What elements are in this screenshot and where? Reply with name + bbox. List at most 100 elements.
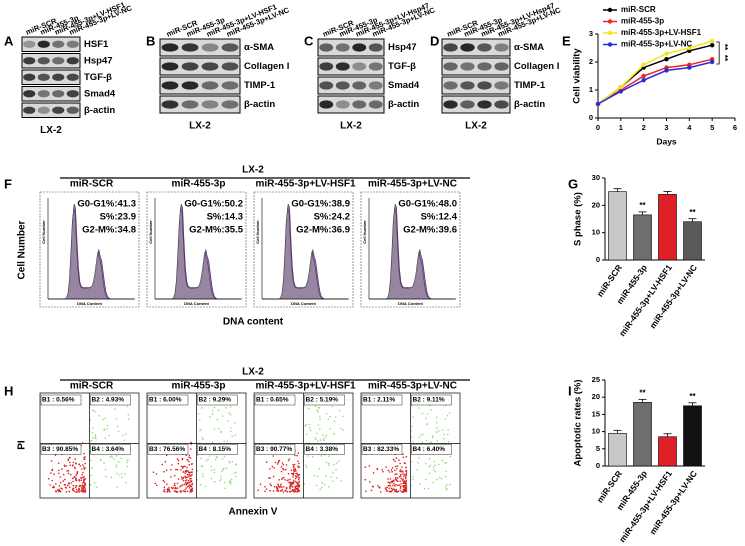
- event-dot: [289, 486, 291, 489]
- event-dot: [400, 491, 403, 493]
- event-dot: [327, 418, 330, 421]
- event-dot: [82, 476, 84, 479]
- event-dot: [399, 480, 402, 483]
- event-dot: [223, 455, 226, 458]
- event-dot: [331, 405, 333, 408]
- phase-percent: S%:24.2: [314, 212, 350, 223]
- event-dot: [333, 420, 336, 423]
- event-dot: [190, 488, 193, 491]
- blot-band: [319, 100, 334, 109]
- event-dot: [400, 470, 403, 473]
- event-dot: [94, 436, 97, 438]
- panel-letter: A: [4, 33, 14, 48]
- sample-name: miR-455-3p+LV-HSF1: [255, 381, 356, 392]
- event-dot: [311, 455, 314, 458]
- event-dot: [210, 469, 213, 471]
- event-dot: [207, 458, 209, 460]
- event-dot: [287, 473, 290, 475]
- phase-percent: G0-G1%:50.2: [184, 199, 243, 210]
- event-dot: [76, 471, 79, 473]
- event-dot: [213, 468, 216, 471]
- event-dot: [273, 485, 276, 488]
- event-dot: [115, 418, 118, 420]
- blot-strip: [317, 38, 385, 57]
- event-dot: [199, 483, 202, 486]
- event-dot: [269, 468, 271, 470]
- event-dot: [429, 464, 432, 467]
- event-dot: [230, 430, 232, 433]
- event-dot: [365, 490, 367, 493]
- event-dot: [64, 478, 66, 481]
- event-dot: [201, 473, 204, 475]
- event-dot: [447, 429, 449, 431]
- event-dot: [281, 490, 283, 492]
- event-dot: [275, 487, 278, 489]
- event-dot: [122, 434, 124, 437]
- event-dot: [400, 483, 402, 485]
- protein-label: β-actin: [244, 99, 275, 110]
- event-dot: [401, 466, 403, 468]
- event-dot: [188, 473, 190, 476]
- event-dot: [402, 485, 405, 488]
- event-dot: [84, 488, 87, 490]
- y-axis-label: Cell Number: [17, 220, 28, 279]
- event-dot: [72, 461, 75, 464]
- event-dot: [294, 467, 296, 470]
- event-dot: [394, 485, 396, 487]
- event-dot: [75, 462, 77, 465]
- event-dot: [74, 467, 76, 470]
- event-dot: [395, 473, 398, 475]
- event-dot: [443, 437, 445, 440]
- event-dot: [47, 477, 50, 480]
- event-dot: [116, 425, 119, 428]
- event-dot: [66, 470, 68, 472]
- event-dot: [338, 460, 340, 462]
- event-dot: [405, 470, 407, 472]
- quadrant-percent: B3 : 90.85%: [42, 446, 78, 453]
- event-dot: [279, 486, 281, 489]
- blot-strip: [21, 102, 81, 118]
- event-dot: [211, 410, 214, 412]
- event-dot: [388, 471, 391, 473]
- event-dot: [64, 486, 67, 489]
- event-dot: [72, 484, 75, 487]
- event-dot: [257, 489, 259, 492]
- event-dot: [230, 405, 232, 408]
- protein-label: Collagen I: [514, 61, 559, 72]
- protein-label: TGF-β: [84, 72, 112, 83]
- event-dot: [403, 475, 405, 477]
- event-dot: [281, 462, 284, 464]
- y-axis-label: PI: [17, 440, 28, 450]
- quadrant-percent: B4 : 3.64%: [92, 446, 125, 453]
- event-dot: [182, 479, 185, 482]
- event-dot: [382, 470, 384, 473]
- event-dot: [82, 485, 85, 488]
- legend-marker: [607, 7, 613, 13]
- event-dot: [124, 473, 126, 475]
- event-dot: [289, 478, 291, 481]
- event-dot: [51, 469, 53, 472]
- event-dot: [335, 461, 338, 464]
- event-dot: [313, 474, 316, 477]
- event-dot: [381, 469, 384, 471]
- bar: [633, 214, 652, 261]
- event-dot: [110, 476, 113, 479]
- event-dot: [294, 454, 296, 457]
- event-dot: [322, 438, 325, 440]
- blot-strip: [441, 38, 511, 57]
- event-dot: [229, 413, 232, 416]
- event-dot: [394, 469, 396, 472]
- inner-y-label: Cell Number: [148, 220, 153, 244]
- event-dot: [433, 460, 436, 463]
- event-dot: [329, 415, 331, 418]
- event-dot: [216, 418, 219, 421]
- quadrant-percent: B4 : 8.15%: [199, 446, 232, 453]
- event-dot: [294, 480, 297, 483]
- event-dot: [419, 483, 421, 485]
- event-dot: [213, 471, 215, 474]
- x-tick-label: 5: [710, 123, 714, 132]
- event-dot: [319, 488, 322, 491]
- event-dot: [228, 481, 230, 483]
- blot-band: [221, 62, 239, 71]
- panel-letter: F: [4, 176, 12, 191]
